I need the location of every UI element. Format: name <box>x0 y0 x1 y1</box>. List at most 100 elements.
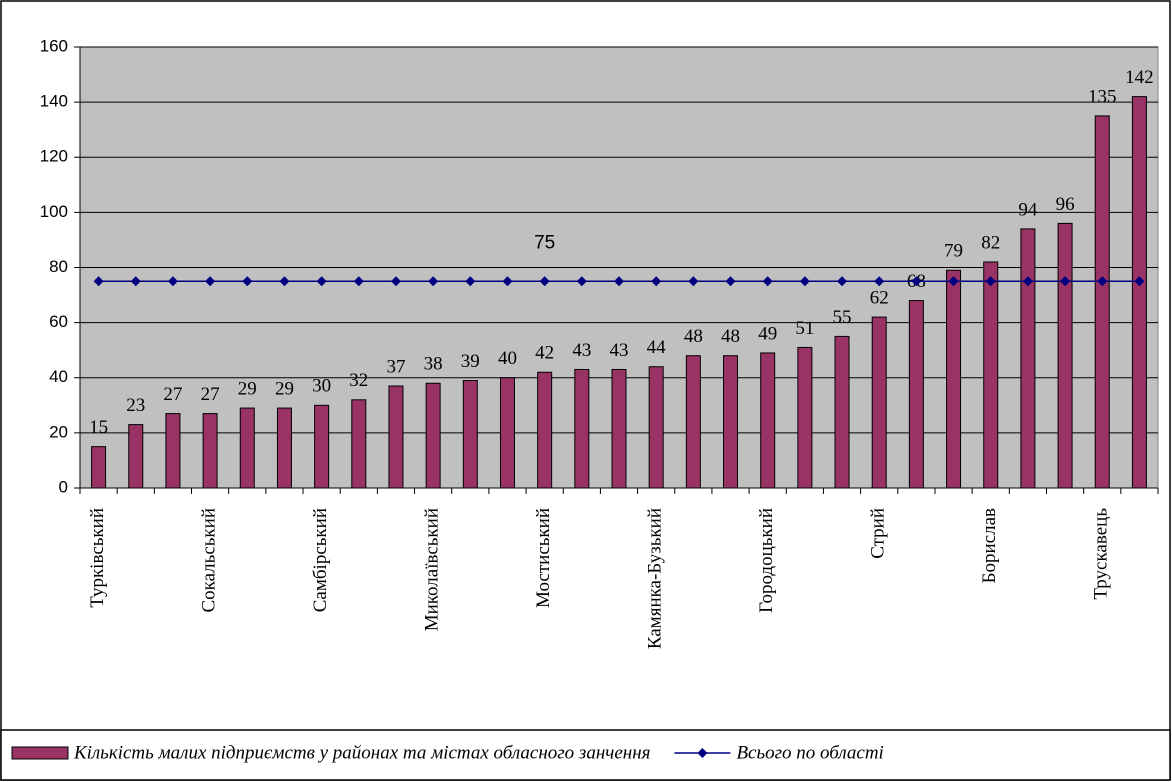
data-label: 75 <box>534 232 555 253</box>
y-tick-label: 80 <box>49 257 68 276</box>
marker <box>576 276 587 287</box>
x-tick-label: Самбірський <box>310 508 331 612</box>
bar <box>425 382 441 489</box>
marker <box>1022 276 1033 287</box>
data-label: 37 <box>386 356 405 377</box>
marker <box>911 276 922 287</box>
data-label: 51 <box>795 318 814 339</box>
data-label: 40 <box>498 348 517 369</box>
data-label: 38 <box>424 354 443 375</box>
bar <box>946 269 962 489</box>
bar <box>983 261 999 489</box>
x-tick-label: Городоцький <box>756 508 777 613</box>
data-label: 29 <box>238 378 257 399</box>
bar <box>611 368 627 489</box>
data-label: 30 <box>312 376 331 397</box>
bar <box>239 407 255 489</box>
marker <box>985 276 996 287</box>
marker <box>93 276 104 287</box>
marker <box>316 276 327 287</box>
x-tick-label: Стрий <box>868 508 889 559</box>
bar <box>908 300 924 489</box>
bar <box>1131 96 1147 489</box>
data-label: 49 <box>758 323 777 344</box>
marker <box>502 276 513 287</box>
data-label: 32 <box>349 370 368 391</box>
data-label: 27 <box>163 384 182 405</box>
marker <box>725 276 736 287</box>
data-label: 29 <box>275 378 294 399</box>
bar <box>685 355 701 489</box>
marker <box>762 276 773 287</box>
data-label: 96 <box>1056 194 1075 215</box>
marker <box>688 276 699 287</box>
data-label: 27 <box>201 384 220 405</box>
data-label: 82 <box>981 232 1000 253</box>
x-tick-label: Сокальський <box>198 508 219 613</box>
bar <box>648 366 664 489</box>
x-tick-label: Камянка-Бузький <box>645 508 666 649</box>
data-label: 39 <box>461 351 480 372</box>
x-tick-label: Турківський <box>87 508 108 608</box>
marker <box>651 276 662 287</box>
bar <box>1020 228 1036 489</box>
bar <box>871 316 887 489</box>
bar <box>165 413 181 489</box>
marker <box>167 276 178 287</box>
data-label: 48 <box>684 326 703 347</box>
bar <box>314 404 330 489</box>
data-label: 62 <box>870 287 889 308</box>
data-label: 44 <box>647 337 667 358</box>
x-tick-label: Миколаївський <box>421 508 442 631</box>
data-label: 79 <box>944 241 963 262</box>
marker <box>242 276 253 287</box>
data-label: 43 <box>610 340 629 361</box>
y-tick-label: 140 <box>40 92 68 111</box>
legend-label: Кількість малих підприємств у районах та… <box>73 742 650 763</box>
bar <box>834 335 850 489</box>
bar <box>797 346 813 489</box>
legend-swatch <box>11 746 69 760</box>
marker <box>874 276 885 287</box>
marker <box>390 276 401 287</box>
x-tick-label: Трускавець <box>1091 508 1112 600</box>
bar <box>1094 115 1110 489</box>
marker <box>614 276 624 287</box>
bar <box>537 371 553 489</box>
bar <box>1057 222 1073 489</box>
y-tick-label: 100 <box>40 202 68 221</box>
data-label: 42 <box>535 343 554 364</box>
marker <box>353 276 364 287</box>
data-label: 142 <box>1125 67 1154 88</box>
data-label: 23 <box>126 395 145 416</box>
bar <box>462 380 478 489</box>
legend-marker <box>697 748 708 758</box>
data-label: 135 <box>1088 86 1117 107</box>
bar <box>723 355 739 489</box>
y-tick-label: 20 <box>49 422 68 441</box>
marker <box>205 276 216 287</box>
y-tick-label: 160 <box>40 36 68 55</box>
bar <box>91 446 107 489</box>
marker <box>1097 276 1108 287</box>
marker <box>1060 276 1071 287</box>
data-label: 43 <box>572 340 591 361</box>
data-label: 48 <box>721 326 740 347</box>
data-label: 55 <box>833 307 852 328</box>
legend-box <box>0 729 1171 781</box>
marker <box>539 276 550 287</box>
y-tick-label: 60 <box>49 312 68 331</box>
y-tick-label: 120 <box>40 147 68 166</box>
marker <box>948 276 959 287</box>
bar <box>388 385 404 489</box>
marker <box>428 276 439 287</box>
bar <box>760 352 776 489</box>
y-tick-label: 40 <box>49 367 68 386</box>
marker <box>465 276 476 287</box>
data-label: 15 <box>89 417 108 438</box>
marker <box>837 276 848 287</box>
y-tick-label: 0 <box>59 477 68 496</box>
bar <box>276 407 292 489</box>
marker <box>799 276 810 287</box>
